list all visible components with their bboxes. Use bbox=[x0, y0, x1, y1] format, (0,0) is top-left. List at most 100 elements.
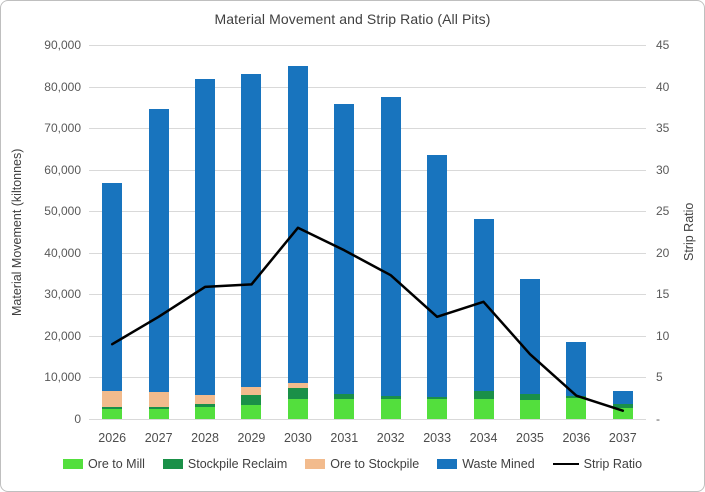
gridline bbox=[89, 169, 646, 171]
bar-segment-waste-mined-2029 bbox=[241, 73, 262, 387]
bar-segment-ore-to-mill-2034 bbox=[473, 398, 494, 419]
bar-segment-waste-mined-2037 bbox=[612, 391, 633, 405]
gridline bbox=[89, 211, 646, 213]
x-axis-tick-2036: 2036 bbox=[562, 431, 591, 445]
bar-segment-stockpile-reclaim-2031 bbox=[334, 393, 355, 399]
right-axis-tick: 30 bbox=[656, 162, 670, 177]
x-axis-tick-2032: 2032 bbox=[376, 431, 405, 445]
bar-segment-stockpile-reclaim-2030 bbox=[287, 388, 308, 400]
x-axis-tick-2030: 2030 bbox=[283, 431, 312, 445]
x-axis-tick-2033: 2033 bbox=[423, 431, 452, 445]
right-axis-tick: 10 bbox=[656, 328, 670, 343]
legend-color-swatch bbox=[62, 459, 83, 469]
bar-segment-waste-mined-2032 bbox=[380, 96, 401, 397]
x-axis-tick-2026: 2026 bbox=[98, 431, 127, 445]
right-axis-title: Strip Ratio bbox=[682, 202, 696, 262]
gridline bbox=[89, 252, 646, 254]
bar-segment-waste-mined-2036 bbox=[566, 342, 587, 397]
right-axis-tick: 35 bbox=[656, 121, 670, 136]
bar-segment-ore-to-mill-2033 bbox=[427, 398, 448, 419]
bar-segment-waste-mined-2026 bbox=[102, 182, 123, 392]
bar-segment-ore-to-stockpile-2028 bbox=[195, 394, 216, 405]
bar-segment-ore-to-stockpile-2030 bbox=[287, 383, 308, 389]
bar-segment-stockpile-reclaim-2033 bbox=[427, 397, 448, 399]
gridline bbox=[89, 45, 646, 46]
gridline bbox=[89, 294, 646, 296]
right-axis-tick: 45 bbox=[656, 38, 670, 52]
legend-item-stockpile-reclaim: Stockpile Reclaim bbox=[162, 457, 288, 471]
bar-segment-ore-to-mill-2027 bbox=[148, 408, 169, 419]
gridline bbox=[89, 86, 646, 88]
x-axis-tick-2031: 2031 bbox=[330, 431, 359, 445]
x-axis-tick-2035: 2035 bbox=[516, 431, 544, 445]
left-axis-title: Material Movement (kiltonnes) bbox=[10, 148, 24, 316]
bar-segment-waste-mined-2031 bbox=[334, 104, 355, 394]
x-axis-tick-2029: 2029 bbox=[237, 431, 266, 445]
right-axis-tick: 15 bbox=[656, 287, 670, 302]
left-axis-tick: 40,000 bbox=[44, 245, 81, 260]
legend-color-swatch bbox=[305, 459, 326, 469]
legend-color-swatch bbox=[437, 459, 458, 469]
legend-line-swatch bbox=[552, 462, 579, 466]
gridline bbox=[89, 128, 646, 130]
bar-segment-ore-to-mill-2036 bbox=[566, 398, 587, 419]
bar-segment-ore-to-stockpile-2027 bbox=[148, 391, 169, 407]
gridline bbox=[89, 335, 646, 337]
bar-segment-ore-to-mill-2028 bbox=[195, 406, 216, 419]
legend-item-strip-ratio: Strip Ratio bbox=[552, 457, 643, 471]
left-axis-tick: 70,000 bbox=[44, 121, 81, 136]
right-axis-tick: 20 bbox=[656, 245, 670, 260]
bar-segment-ore-to-mill-2037 bbox=[612, 407, 633, 419]
bar-segment-ore-to-stockpile-2026 bbox=[102, 391, 123, 407]
bar-segment-stockpile-reclaim-2036 bbox=[566, 396, 587, 399]
legend-item-ore-to-mill: Ore to Mill bbox=[62, 457, 145, 471]
bar-segment-waste-mined-2030 bbox=[287, 65, 308, 384]
bar-segment-stockpile-reclaim-2032 bbox=[380, 396, 401, 400]
x-axis-tick-2027: 2027 bbox=[144, 431, 173, 445]
x-axis-tick-2037: 2037 bbox=[608, 431, 637, 445]
left-axis-tick: 10,000 bbox=[44, 370, 81, 385]
left-axis-tick: 20,000 bbox=[44, 328, 81, 343]
bar-segment-stockpile-reclaim-2037 bbox=[612, 404, 633, 408]
strip-ratio-line bbox=[110, 226, 625, 412]
bar-segment-stockpile-reclaim-2034 bbox=[473, 391, 494, 399]
bar-segment-stockpile-reclaim-2035 bbox=[519, 394, 540, 401]
bar-segment-stockpile-reclaim-2027 bbox=[148, 406, 169, 409]
gridline bbox=[89, 377, 646, 379]
plot-area bbox=[89, 45, 646, 420]
bar-segment-waste-mined-2028 bbox=[195, 79, 216, 395]
x-axis-tick-2034: 2034 bbox=[469, 431, 498, 445]
bar-segment-waste-mined-2035 bbox=[519, 279, 540, 395]
x-axis-tick-2028: 2028 bbox=[191, 431, 219, 445]
bar-segment-stockpile-reclaim-2028 bbox=[195, 404, 216, 407]
right-axis-tick: 25 bbox=[656, 204, 670, 219]
left-axis-tick: 60,000 bbox=[44, 162, 81, 177]
left-axis-tick: 80,000 bbox=[44, 79, 81, 94]
bar-segment-ore-to-mill-2035 bbox=[519, 400, 540, 419]
right-axis-tick: 40 bbox=[656, 79, 670, 94]
bar-segment-waste-mined-2033 bbox=[427, 155, 448, 398]
left-axis-tick: 30,000 bbox=[44, 287, 81, 302]
bar-segment-ore-to-mill-2026 bbox=[102, 408, 123, 419]
bar-segment-ore-to-stockpile-2029 bbox=[241, 387, 262, 395]
left-axis-tick: 90,000 bbox=[44, 38, 81, 52]
bar-segment-ore-to-mill-2031 bbox=[334, 398, 355, 419]
legend-label: Stockpile Reclaim bbox=[187, 457, 288, 471]
legend-label: Ore to Mill bbox=[87, 457, 145, 471]
legend-label: Ore to Stockpile bbox=[330, 457, 420, 471]
bar-segment-waste-mined-2034 bbox=[473, 219, 494, 392]
legend-label: Strip Ratio bbox=[583, 457, 643, 471]
left-axis-tick: 0 bbox=[74, 412, 81, 426]
gridline bbox=[89, 419, 646, 420]
legend-label: Waste Mined bbox=[462, 457, 535, 471]
bar-segment-ore-to-mill-2030 bbox=[287, 399, 308, 419]
legend-color-swatch bbox=[162, 459, 183, 469]
legend: Ore to Mill Stockpile Reclaim Ore to Stock… bbox=[1, 457, 704, 471]
bar-segment-stockpile-reclaim-2026 bbox=[102, 406, 123, 409]
right-axis-tick: 5 bbox=[656, 370, 663, 385]
left-axis-tick: 50,000 bbox=[44, 204, 81, 219]
bar-segment-ore-to-mill-2032 bbox=[380, 399, 401, 419]
bar-segment-stockpile-reclaim-2029 bbox=[241, 394, 262, 405]
legend-item-waste-mined: Waste Mined bbox=[437, 457, 535, 471]
